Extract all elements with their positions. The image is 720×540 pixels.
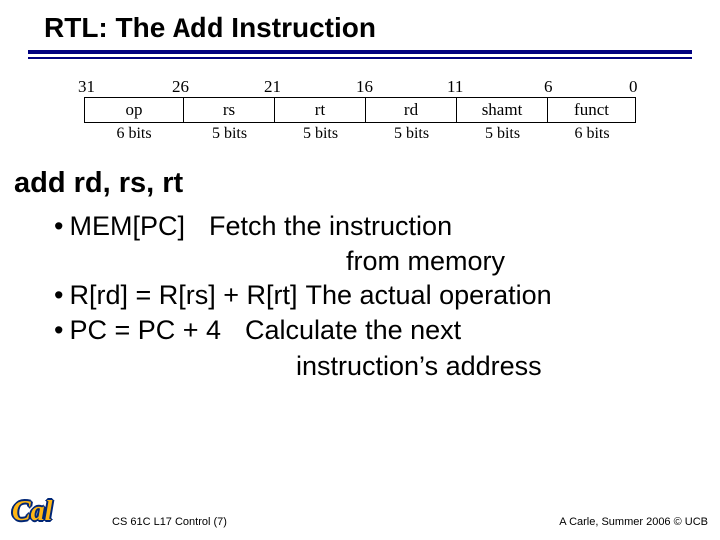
bit-position-label: 0 [629, 77, 638, 97]
bit-position-row: 312621161160 [84, 77, 636, 97]
field-cell: rd [366, 97, 457, 123]
field-cell: rt [275, 97, 366, 123]
title-underline [28, 50, 692, 59]
bullet-lhs: •MEM[PC] [54, 210, 185, 243]
bullet-lhs-text: R[rd] = R[rs] + R[rt] [69, 280, 297, 310]
footer-right-text: A Carle, Summer 2006 © UCB [559, 516, 708, 528]
title-mono: Add [173, 15, 223, 46]
bullet-lhs: •PC = PC + 4 [54, 314, 221, 347]
bullet-rhs-continuation: instruction’s address [296, 350, 720, 383]
field-cell: funct [548, 97, 636, 123]
field-cell: op [84, 97, 184, 123]
bit-width-row: 6 bits5 bits5 bits5 bits5 bits6 bits [84, 123, 636, 145]
bullet-lhs-text: PC = PC + 4 [69, 315, 221, 345]
instruction-format-diagram: 312621161160 oprsrtrdshamtfunct 6 bits5 … [84, 77, 636, 145]
bullet-item: •MEM[PC] Fetch the instruction [54, 210, 720, 243]
asm-line: add rd, rs, rt [14, 167, 720, 200]
field-cell: rs [184, 97, 275, 123]
cal-logo: Cal [12, 492, 66, 530]
bullet-mark: • [54, 279, 63, 312]
title-suffix: Instruction [224, 12, 376, 43]
bullet-rhs-continuation: from memory [346, 245, 720, 278]
bullet-list: •MEM[PC]Fetch the instructionfrom memory… [54, 210, 720, 383]
field-row: oprsrtrdshamtfunct [84, 97, 636, 123]
bit-position-label: 16 [356, 77, 373, 97]
field-bits-label: 5 bits [275, 123, 366, 145]
footer-left-text: CS 61C L17 Control (7) [112, 516, 227, 528]
field-bits-label: 5 bits [457, 123, 548, 145]
bullet-item: •PC = PC + 4 Calculate the next [54, 314, 720, 347]
field-bits-label: 6 bits [548, 123, 636, 145]
bullet-mark: • [54, 210, 63, 243]
field-bits-label: 5 bits [184, 123, 275, 145]
bullet-rhs: Fetch the instruction [209, 210, 452, 243]
footer: Cal CS 61C L17 Control (7) A Carle, Summ… [0, 492, 720, 530]
bullet-rhs: Calculate the next [245, 314, 461, 347]
bullet-item: •R[rd] = R[rs] + R[rt]The actual operati… [54, 279, 720, 312]
slide-title: RTL: The Add Instruction [44, 12, 720, 46]
field-bits-label: 5 bits [366, 123, 457, 145]
field-bits-label: 6 bits [84, 123, 184, 145]
bit-position-label: 6 [544, 77, 553, 97]
bullet-mark: • [54, 314, 63, 347]
bullet-rhs: The actual operation [306, 279, 552, 312]
bit-position-label: 11 [447, 77, 463, 97]
field-cell: shamt [457, 97, 548, 123]
bit-position-label: 21 [264, 77, 281, 97]
bit-position-label: 26 [172, 77, 189, 97]
title-prefix: RTL: The [44, 12, 173, 43]
bullet-lhs-text: MEM[PC] [69, 211, 185, 241]
bit-position-label: 31 [78, 77, 95, 97]
bullet-lhs: •R[rd] = R[rs] + R[rt] [54, 279, 298, 312]
